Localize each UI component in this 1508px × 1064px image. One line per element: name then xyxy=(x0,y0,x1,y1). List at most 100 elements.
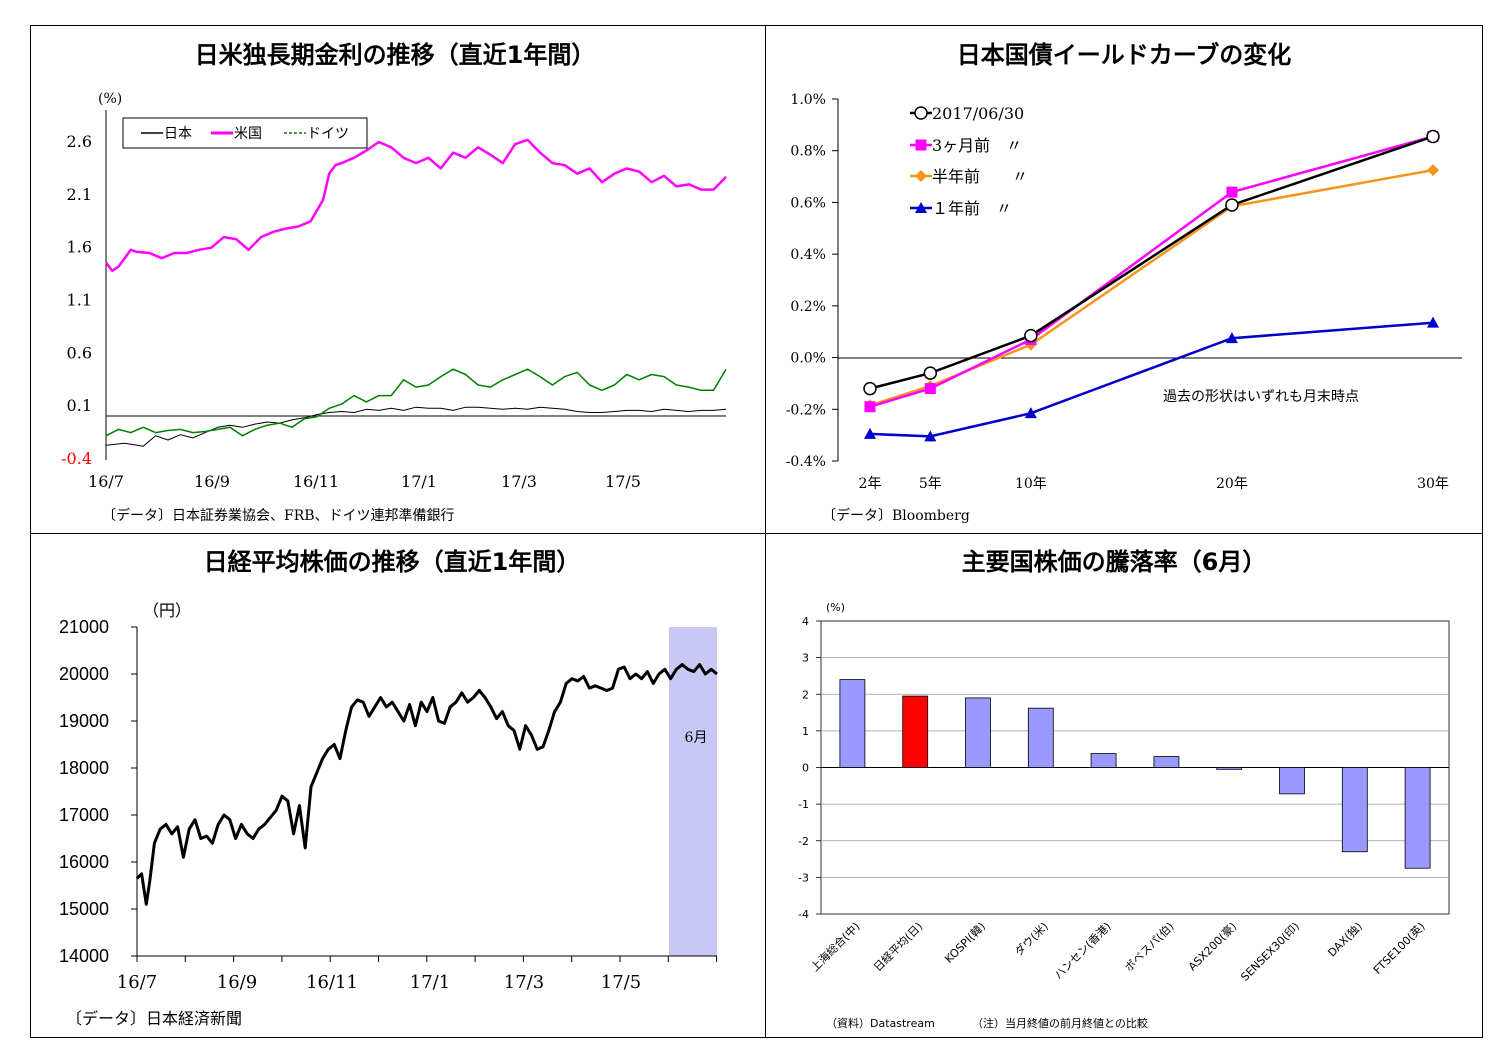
yield-xtick-label: 30年 xyxy=(1417,476,1449,492)
yield-ytick-label: 0.2% xyxy=(790,299,826,315)
yield-ytick-label: -0.4% xyxy=(786,454,826,470)
chart-nikkei: 日経平均株価の推移（直近1年間） （円） 21000 20000 19000 1800… xyxy=(59,548,718,1028)
yield-ytick-label: 0.0% xyxy=(790,351,826,367)
nikkei-ytick-label: 20000 xyxy=(59,664,109,684)
chart-yield-curve: 日本国債イールドカーブの変化 1.0% 0.8% 0.6% 0.4% 0.2% 0.0% -… xyxy=(786,41,1462,524)
yield-xtick-label: 5年 xyxy=(919,476,942,492)
nikkei-ytick-label: 16000 xyxy=(59,852,109,872)
stock-category-label: ASX200(豪) xyxy=(1185,919,1239,973)
stock-bar xyxy=(1090,753,1117,768)
yield-point xyxy=(923,366,938,380)
yield-point xyxy=(1427,316,1439,328)
chart-stock-change: 主要国株価の騰落率（6月） (%) 4 3 2 1 0 -1 -2 -3 -4 上海総合(中) 日… xyxy=(798,548,1450,1030)
rates-ytick-label: 0.1 xyxy=(67,396,92,415)
nikkei-ylabel: （円） xyxy=(143,601,191,620)
stock-ytick-label: 4 xyxy=(802,615,809,628)
stock-note: （注）当月終値の前月終値との比較 xyxy=(972,1016,1148,1030)
stock-bar xyxy=(839,679,866,768)
rates-series-line xyxy=(104,138,727,273)
rates-xtick-label: 17/1 xyxy=(401,472,437,491)
nikkei-ytick-label: 14000 xyxy=(59,946,109,966)
stock-category-label: SENSEX30(印) xyxy=(1238,920,1302,984)
nikkei-xtick-label: 17/5 xyxy=(601,972,641,993)
stock-source: （資料）Datastream xyxy=(826,1016,935,1030)
stock-bar xyxy=(1216,767,1243,770)
rates-xtick-label: 16/7 xyxy=(88,472,124,491)
nikkei-june-highlight xyxy=(669,627,717,956)
yield-annotation: 過去の形状はいずれも月末時点 xyxy=(1163,389,1359,405)
yield-point xyxy=(915,139,927,151)
rates-ytick-label: 1.1 xyxy=(67,291,92,310)
stock-ytick-label: -4 xyxy=(798,908,809,921)
yield-point xyxy=(1024,407,1037,419)
rates-series-line xyxy=(105,406,727,447)
yield-legend-item: 3ヶ月前 〃 xyxy=(910,136,1022,155)
yield-point xyxy=(924,383,936,395)
rates-ytick-label: 2.6 xyxy=(67,132,92,151)
legend-label-germany: ドイツ xyxy=(307,126,349,142)
yield-point xyxy=(924,430,937,442)
rates-xtick-label: 17/5 xyxy=(605,472,641,491)
nikkei-ytick-label: 18000 xyxy=(59,758,109,778)
nikkei-series-line xyxy=(135,663,718,906)
rates-source: 〔データ〕日本証券業協会、FRB、ドイツ連邦準備銀行 xyxy=(102,507,455,524)
yield-legend-item: 半年前 〃 xyxy=(910,167,1028,186)
yield-legend-item: １年前 〃 xyxy=(910,199,1012,218)
chart-grid-frame xyxy=(30,25,1483,1038)
yield-ytick-label: 0.8% xyxy=(790,144,826,160)
chart-rates: 日米独長期金利の推移（直近1年間） (%) 2.6 2.1 1.6 1.1 0.6 0.1… xyxy=(61,41,727,524)
rates-legend-item-us: 米国 xyxy=(211,126,262,142)
nikkei-xtick-label: 16/11 xyxy=(306,972,358,993)
stock-category-label: DAX(独) xyxy=(1325,920,1365,960)
nikkei-xtick-label: 17/1 xyxy=(410,972,450,993)
rates-legend-item-germany: ドイツ xyxy=(284,126,349,142)
rates-legend-box xyxy=(122,117,368,149)
stock-bar xyxy=(902,695,929,768)
stock-title: 主要国株価の騰落率（6月） xyxy=(962,548,1267,576)
stock-category-label: 日経平均(日) xyxy=(871,920,925,974)
rates-xtick-label: 17/3 xyxy=(501,472,537,491)
rates-ytick-label: -0.4 xyxy=(61,449,92,468)
yield-point xyxy=(863,381,877,396)
stock-bar xyxy=(1027,707,1054,768)
stock-bar xyxy=(1341,767,1368,853)
rates-legend-item-japan: 日本 xyxy=(141,126,192,142)
nikkei-ytick-label: 17000 xyxy=(59,805,109,825)
panel-divider-horizontal xyxy=(31,533,1482,534)
yield-xtick-label: 20年 xyxy=(1216,476,1248,492)
yield-source: 〔データ〕Bloomberg xyxy=(822,507,970,524)
stock-ylabel: (%) xyxy=(826,601,845,614)
nikkei-ytick-label: 21000 xyxy=(59,617,109,637)
stock-ytick-label: -2 xyxy=(798,835,809,848)
yield-point xyxy=(1427,164,1439,177)
yield-ytick-label: 0.4% xyxy=(790,247,826,263)
yield-legend-label: 半年前 〃 xyxy=(932,167,1028,186)
stock-category-label: 上海総合(中) xyxy=(808,919,863,974)
yield-ytick-label: 1.0% xyxy=(790,92,826,108)
yield-legend-label: １年前 〃 xyxy=(932,199,1012,218)
rates-series-line xyxy=(105,368,727,437)
yield-legend-item: 2017/06/30 xyxy=(910,104,1024,123)
legend-label-us: 米国 xyxy=(234,126,262,142)
stock-category-label: ダウ(米) xyxy=(1012,919,1051,958)
stock-ytick-label: -1 xyxy=(798,798,809,811)
nikkei-ytick-label: 15000 xyxy=(59,899,109,919)
yield-ytick-label: -0.2% xyxy=(786,402,826,418)
yield-point xyxy=(915,170,927,182)
stock-ytick-label: 2 xyxy=(802,688,809,701)
yield-point xyxy=(1024,328,1038,343)
stock-bar xyxy=(1153,756,1180,768)
nikkei-xtick-label: 16/7 xyxy=(117,972,157,993)
nikkei-xtick-label: 16/9 xyxy=(217,972,257,993)
stock-category-label: FTSE100(英) xyxy=(1370,919,1428,977)
stock-bar xyxy=(1404,767,1431,869)
stock-ytick-label: 3 xyxy=(802,652,809,665)
yield-point xyxy=(1225,332,1238,344)
stock-category-label: KOSPI(韓) xyxy=(942,920,988,966)
yield-xtick-label: 2年 xyxy=(859,476,882,492)
nikkei-june-label: 6月 xyxy=(685,730,708,746)
yield-point xyxy=(914,106,928,120)
stock-category-label: ハンセン(香港) xyxy=(1052,920,1114,982)
stock-category-label: ボベスパ(伯) xyxy=(1121,919,1176,974)
